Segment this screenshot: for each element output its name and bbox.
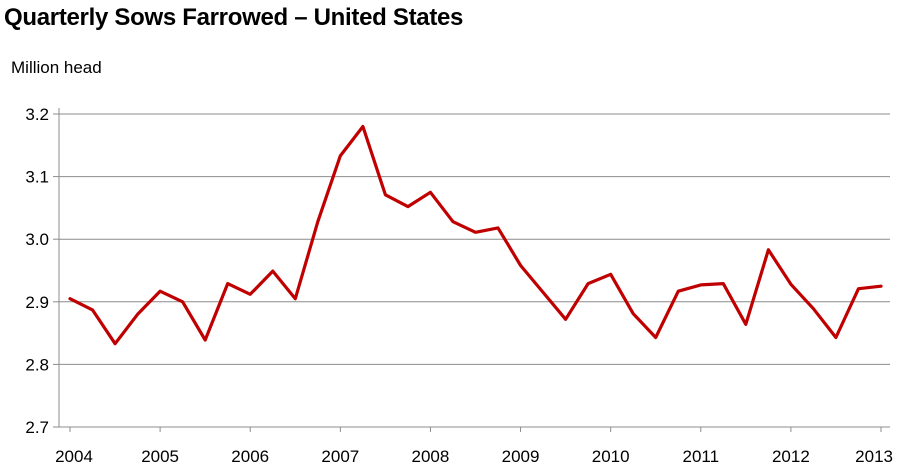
x-tick-label: 2007 <box>321 447 359 466</box>
gridlines <box>59 113 890 365</box>
data-point <box>248 292 252 296</box>
x-tick-label: 2013 <box>855 447 893 466</box>
x-tick-label: 2005 <box>141 447 179 466</box>
data-point <box>609 272 613 276</box>
x-tick-label: 2012 <box>772 447 810 466</box>
data-point <box>91 308 95 312</box>
data-point <box>744 322 748 326</box>
data-point <box>766 248 770 252</box>
data-point <box>113 342 117 346</box>
data-point <box>203 338 207 342</box>
axes <box>58 108 890 428</box>
y-axis-ticks: 2.7 2.8 2.9 3.0 3.1 3.2 <box>25 105 59 437</box>
series-layer <box>68 124 883 346</box>
x-tick-label: 2004 <box>55 447 93 466</box>
data-point <box>68 297 72 301</box>
y-tick-label: 3.0 <box>25 230 49 249</box>
data-point <box>226 282 230 286</box>
data-point <box>519 263 523 267</box>
data-point <box>721 282 725 286</box>
data-point <box>586 282 590 286</box>
y-tick-label: 3.2 <box>25 105 49 124</box>
data-point <box>631 312 635 316</box>
data-point <box>676 289 680 293</box>
x-tick-label: 2009 <box>502 447 540 466</box>
data-point <box>271 269 275 273</box>
data-point <box>541 290 545 294</box>
data-point <box>293 297 297 301</box>
data-point <box>474 230 478 234</box>
x-axis-ticks: 2004 2005 2006 2007 2008 2009 2010 2011 2012 2013 <box>55 427 893 466</box>
data-point <box>654 335 658 339</box>
x-tick-label: 2011 <box>682 447 719 466</box>
data-point <box>451 220 455 224</box>
data-point <box>879 284 883 288</box>
data-point <box>181 300 185 304</box>
data-point <box>316 220 320 224</box>
data-point <box>789 282 793 286</box>
x-tick-label: 2008 <box>412 447 450 466</box>
x-tick-label: 2010 <box>592 447 630 466</box>
y-tick-label: 2.7 <box>25 418 49 437</box>
y-tick-label: 3.1 <box>25 168 49 187</box>
data-point <box>383 193 387 197</box>
data-point <box>811 307 815 311</box>
data-point <box>564 317 568 321</box>
data-point <box>338 154 342 158</box>
y-axis-unit-label: Million head <box>11 58 102 77</box>
data-point <box>834 335 838 339</box>
data-point <box>361 125 365 129</box>
y-tick-label: 2.9 <box>25 293 49 312</box>
data-point <box>428 190 432 194</box>
x-tick-label: 2006 <box>231 447 269 466</box>
data-point <box>496 226 500 230</box>
data-point <box>136 312 140 316</box>
data-point <box>699 283 703 287</box>
data-point <box>406 205 410 209</box>
data-point <box>856 287 860 291</box>
chart-title: Quarterly Sows Farrowed – United States <box>4 4 464 31</box>
y-tick-label: 2.8 <box>25 355 49 374</box>
data-point <box>158 289 162 293</box>
series-line <box>68 124 883 346</box>
